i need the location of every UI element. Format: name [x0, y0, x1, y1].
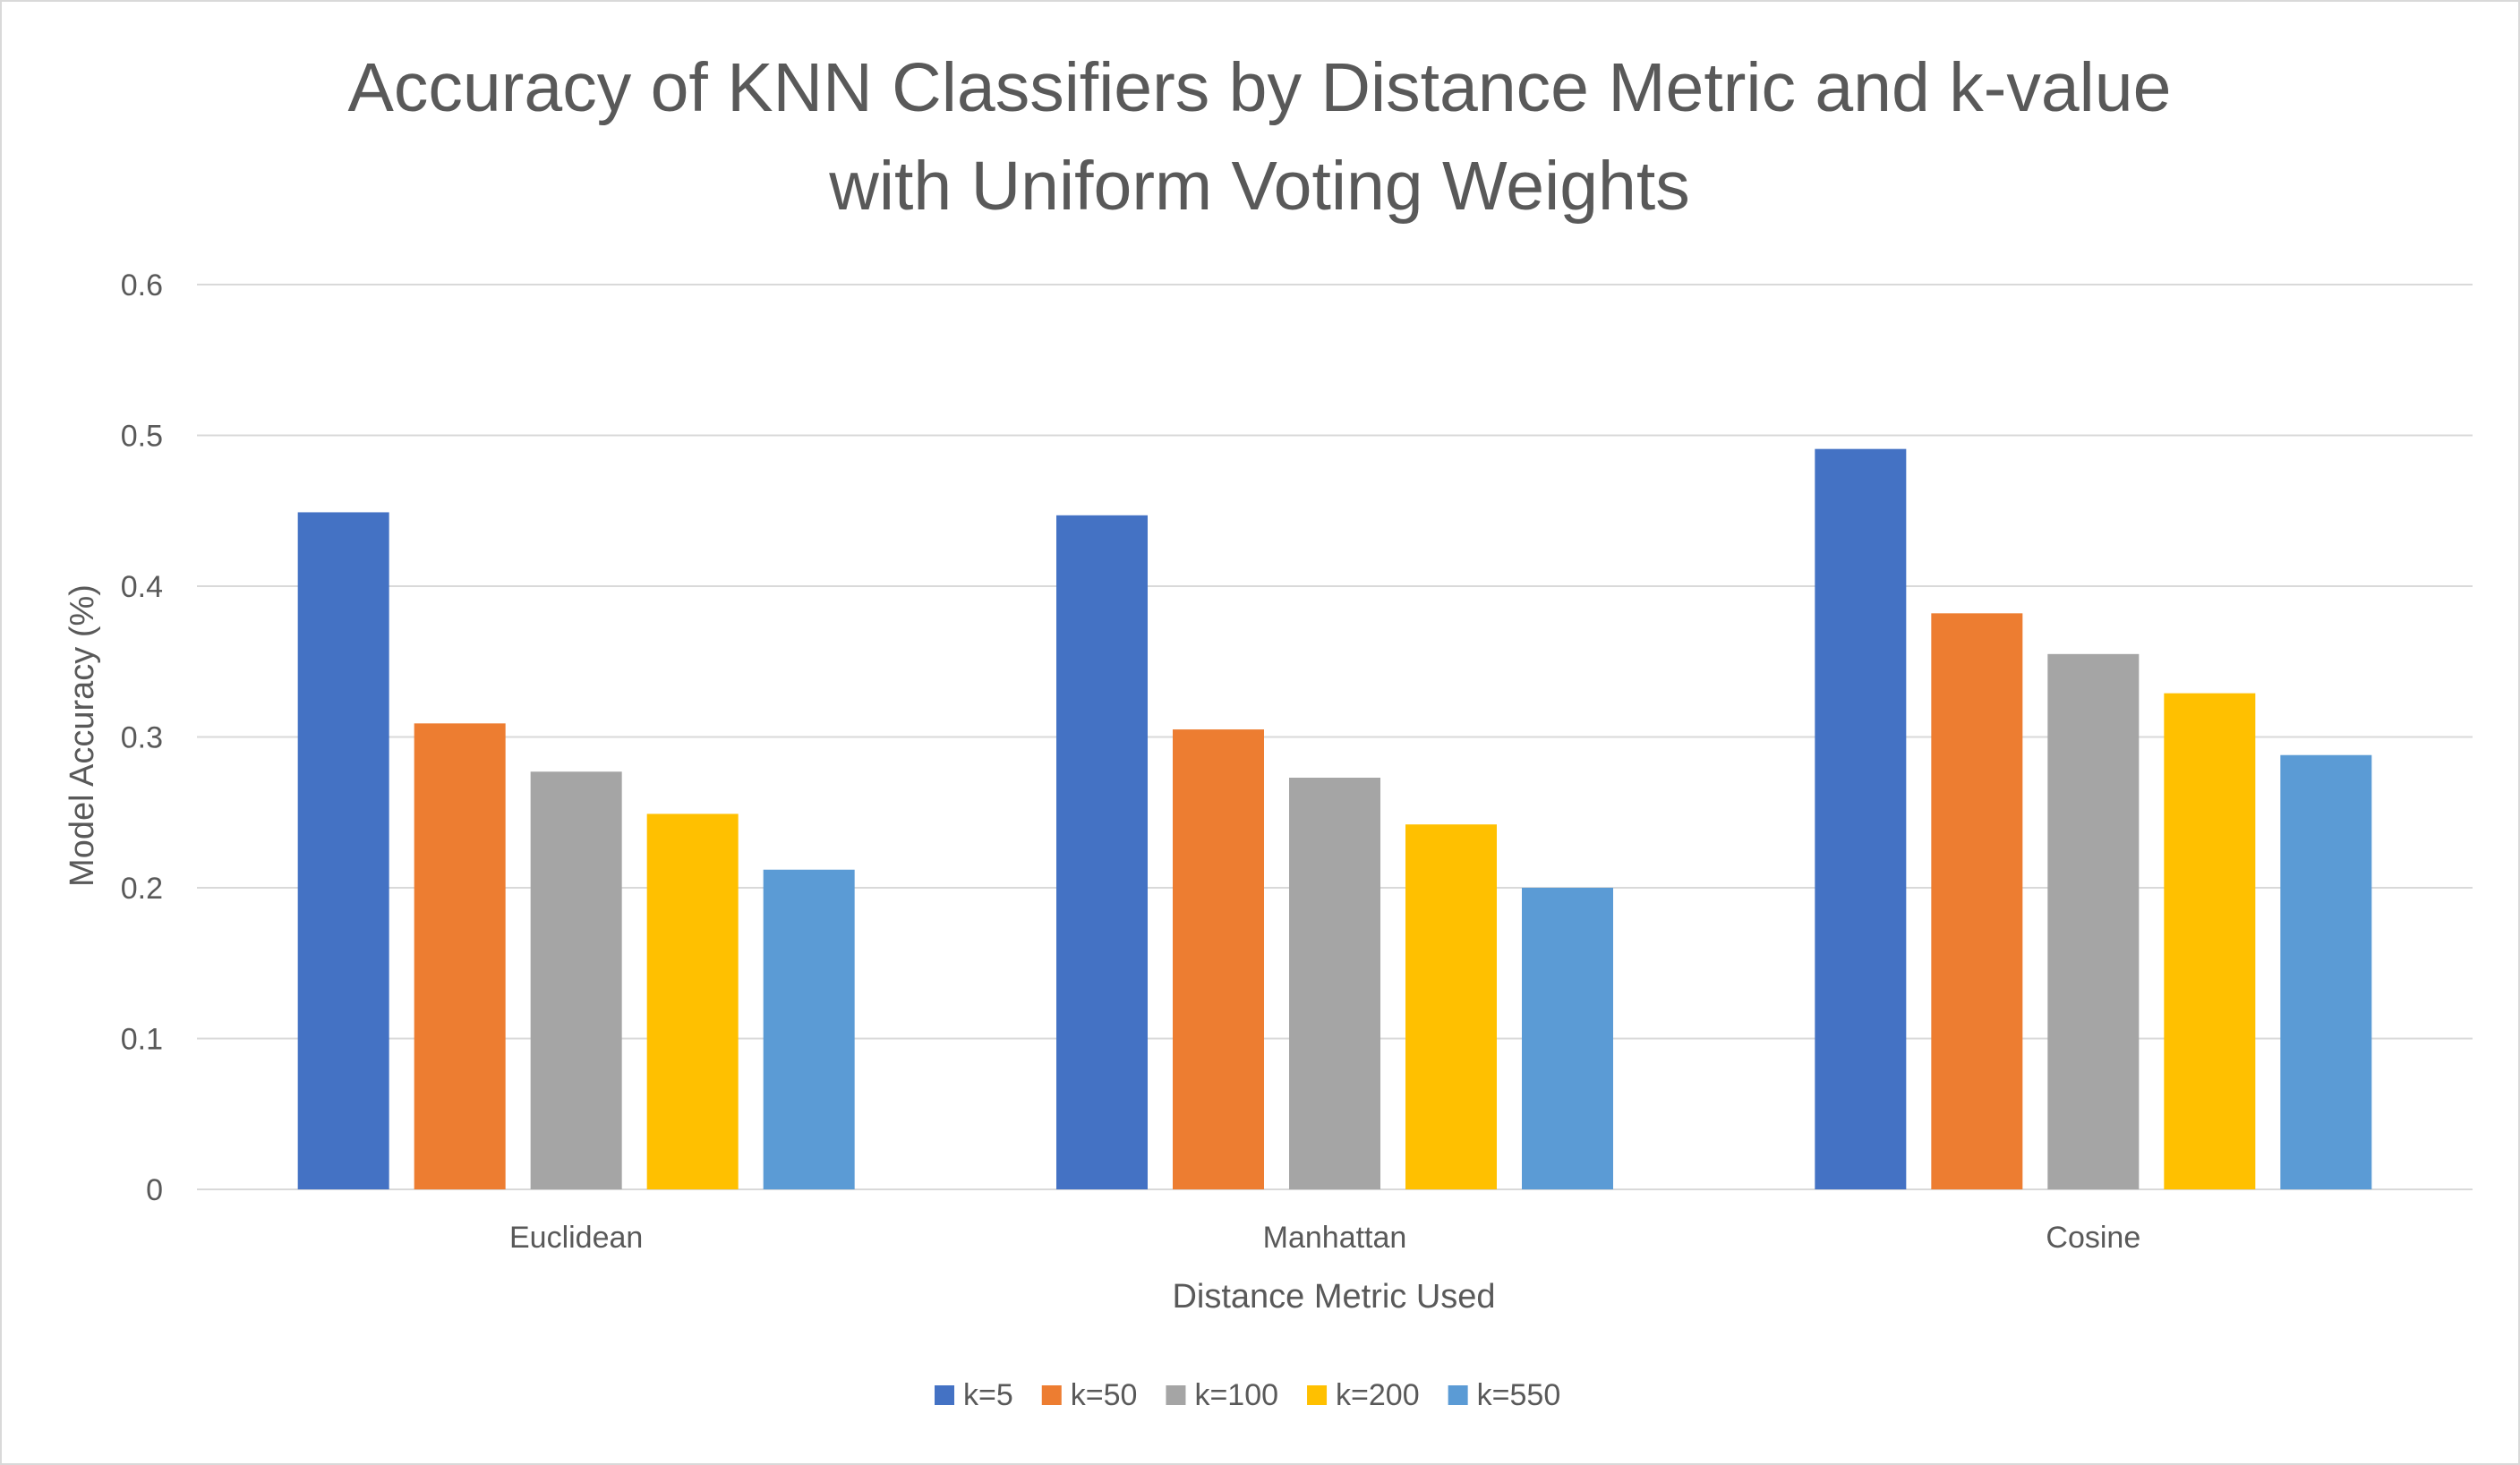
bar-euclidean-k5 — [297, 512, 389, 1189]
bar-cosine-k5 — [1815, 448, 1907, 1189]
legend-swatch — [1041, 1385, 1062, 1405]
legend-label: k=200 — [1336, 1378, 1420, 1412]
bar-euclidean-k100 — [530, 771, 622, 1189]
legend-swatch — [935, 1385, 954, 1405]
bar-euclidean-k550 — [763, 869, 855, 1189]
legend-swatch — [1307, 1385, 1328, 1405]
y-axis-ticks: 0 0.1 0.2 0.3 0.4 0.5 0.6 — [121, 268, 163, 1207]
x-tick-label: Manhattan — [1263, 1221, 1407, 1255]
bar-euclidean-k200 — [646, 813, 739, 1189]
x-tick-label: Cosine — [2046, 1221, 2140, 1255]
legend: k=5 k=50 k=100 k=200 k=550 — [935, 1378, 1560, 1412]
bar-cosine-k50 — [1931, 613, 2023, 1189]
legend-label: k=50 — [1071, 1378, 1138, 1412]
y-tick-label: 0.3 — [121, 721, 163, 755]
bar-manhattan-k100 — [1289, 777, 1380, 1189]
chart-title-line-1: Accuracy of KNN Classifiers by Distance … — [348, 49, 2172, 126]
bar-manhattan-k50 — [1173, 729, 1264, 1189]
y-tick-label: 0.4 — [121, 570, 163, 604]
bar-cosine-k200 — [2164, 693, 2256, 1189]
y-tick-label: 0.5 — [121, 420, 163, 454]
legend-label: k=5 — [963, 1378, 1013, 1412]
x-axis-title: Distance Metric Used — [1172, 1278, 1495, 1316]
chart-title-line-2: with Uniform Voting Weights — [828, 148, 1690, 225]
bar-manhattan-k5 — [1056, 515, 1148, 1189]
bars — [297, 448, 2372, 1189]
y-tick-label: 0.2 — [121, 872, 163, 906]
legend-label: k=100 — [1194, 1378, 1278, 1412]
x-tick-label: Euclidean — [509, 1221, 643, 1255]
y-axis-title: Model Accuracy (%) — [64, 584, 101, 887]
y-tick-label: 0.6 — [121, 268, 163, 302]
bar-manhattan-k200 — [1405, 824, 1497, 1189]
x-axis-ticks: Euclidean Manhattan Cosine — [509, 1221, 2140, 1255]
bar-cosine-k100 — [2047, 653, 2140, 1189]
bar-euclidean-k50 — [414, 723, 506, 1189]
legend-swatch — [1166, 1385, 1186, 1405]
y-tick-label: 0.1 — [121, 1023, 163, 1057]
bar-manhattan-k550 — [1522, 888, 1613, 1189]
legend-swatch — [1448, 1385, 1468, 1405]
bar-cosine-k550 — [2280, 754, 2372, 1189]
y-tick-label: 0 — [146, 1173, 163, 1207]
legend-label: k=550 — [1477, 1378, 1561, 1412]
